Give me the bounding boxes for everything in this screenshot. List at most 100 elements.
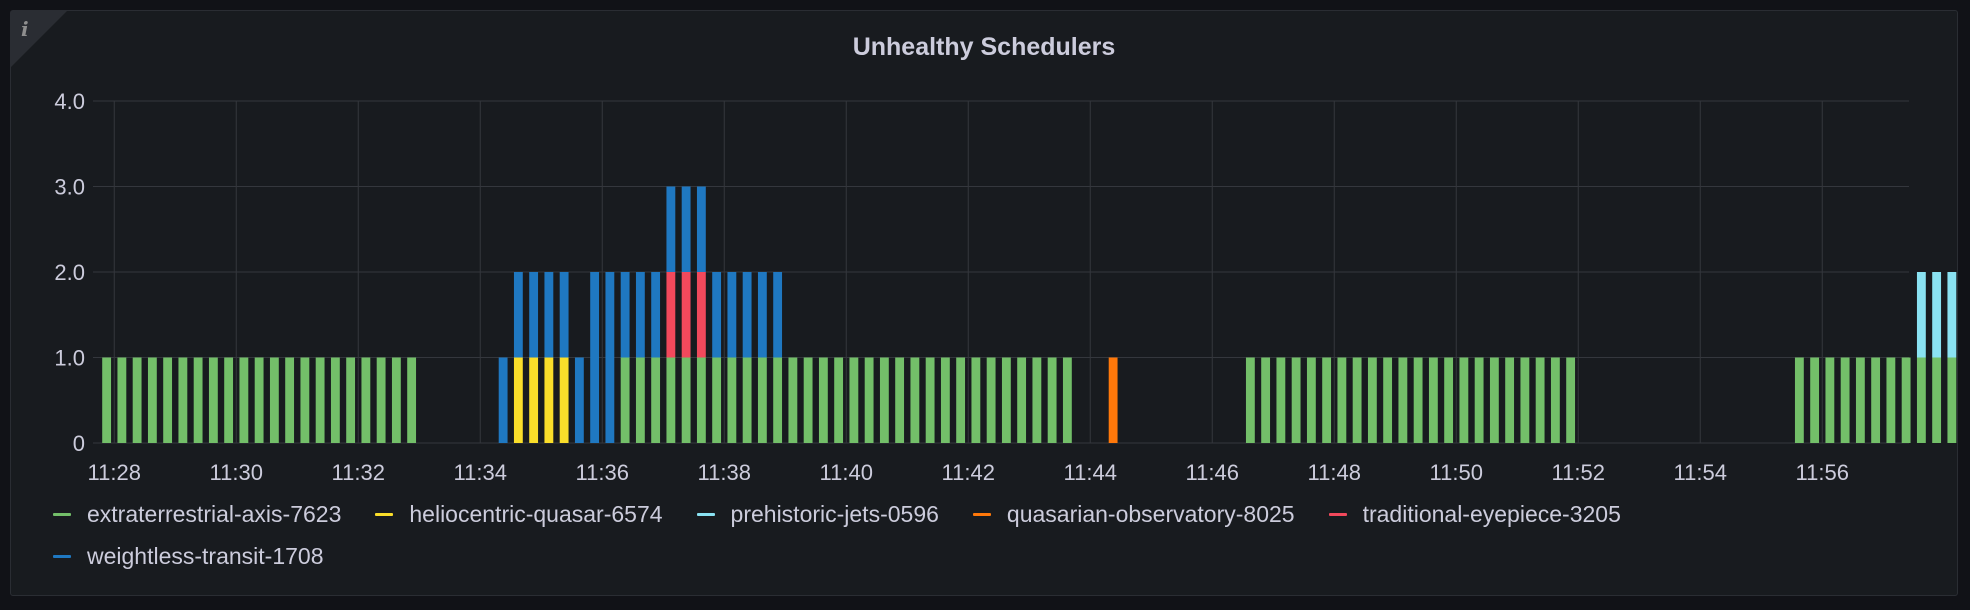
bar-prehistoric-jets-0596[interactable] [1916, 272, 1926, 358]
bar-extraterrestrial-axis-7623[interactable] [864, 357, 874, 444]
bar-extraterrestrial-axis-7623[interactable] [1916, 357, 1926, 444]
bar-quasarian-observatory-8025[interactable] [1108, 357, 1118, 444]
bar-extraterrestrial-axis-7623[interactable] [407, 357, 417, 444]
bar-extraterrestrial-axis-7623[interactable] [1276, 357, 1286, 444]
bar-extraterrestrial-axis-7623[interactable] [681, 357, 691, 444]
bar-extraterrestrial-axis-7623[interactable] [1489, 357, 1499, 444]
bar-extraterrestrial-axis-7623[interactable] [330, 357, 340, 444]
bar-extraterrestrial-axis-7623[interactable] [742, 357, 752, 444]
bar-extraterrestrial-axis-7623[interactable] [925, 357, 935, 444]
bar-extraterrestrial-axis-7623[interactable] [1428, 357, 1438, 444]
bar-extraterrestrial-axis-7623[interactable] [986, 357, 996, 444]
bar-weightless-transit-1708[interactable] [544, 272, 554, 358]
bar-extraterrestrial-axis-7623[interactable] [834, 357, 844, 444]
bar-extraterrestrial-axis-7623[interactable] [971, 357, 981, 444]
bar-extraterrestrial-axis-7623[interactable] [1444, 357, 1454, 444]
bar-extraterrestrial-axis-7623[interactable] [1505, 357, 1515, 444]
bar-heliocentric-quasar-6574[interactable] [513, 357, 523, 444]
bar-extraterrestrial-axis-7623[interactable] [879, 357, 889, 444]
bar-heliocentric-quasar-6574[interactable] [544, 357, 554, 444]
bar-extraterrestrial-axis-7623[interactable] [391, 357, 401, 444]
bar-extraterrestrial-axis-7623[interactable] [1032, 357, 1042, 444]
bar-extraterrestrial-axis-7623[interactable] [1459, 357, 1469, 444]
bar-extraterrestrial-axis-7623[interactable] [788, 357, 798, 444]
bar-weightless-transit-1708[interactable] [666, 186, 676, 273]
bar-extraterrestrial-axis-7623[interactable] [163, 357, 173, 444]
bar-extraterrestrial-axis-7623[interactable] [651, 357, 661, 444]
bar-extraterrestrial-axis-7623[interactable] [1535, 357, 1545, 444]
bar-extraterrestrial-axis-7623[interactable] [269, 357, 279, 444]
bar-prehistoric-jets-0596[interactable] [1932, 272, 1942, 358]
bar-weightless-transit-1708[interactable] [574, 357, 584, 444]
legend-item[interactable]: quasarian-observatory-8025 [972, 499, 1295, 529]
bar-weightless-transit-1708[interactable] [651, 272, 661, 358]
bar-extraterrestrial-axis-7623[interactable] [1001, 357, 1011, 444]
bar-extraterrestrial-axis-7623[interactable] [1245, 357, 1255, 444]
bar-extraterrestrial-axis-7623[interactable] [1840, 357, 1850, 444]
bar-weightless-transit-1708[interactable] [498, 357, 508, 444]
bar-extraterrestrial-axis-7623[interactable] [224, 357, 234, 444]
bar-extraterrestrial-axis-7623[interactable] [1047, 357, 1057, 444]
bar-extraterrestrial-axis-7623[interactable] [1017, 357, 1027, 444]
info-icon[interactable]: i [21, 17, 29, 41]
bar-extraterrestrial-axis-7623[interactable] [712, 357, 722, 444]
bar-extraterrestrial-axis-7623[interactable] [361, 357, 371, 444]
bar-extraterrestrial-axis-7623[interactable] [1367, 357, 1377, 444]
bar-extraterrestrial-axis-7623[interactable] [757, 357, 767, 444]
bar-extraterrestrial-axis-7623[interactable] [102, 357, 112, 444]
bar-weightless-transit-1708[interactable] [757, 272, 767, 358]
bar-extraterrestrial-axis-7623[interactable] [285, 357, 295, 444]
bar-extraterrestrial-axis-7623[interactable] [1901, 357, 1911, 444]
bar-prehistoric-jets-0596[interactable] [1947, 272, 1957, 358]
bar-extraterrestrial-axis-7623[interactable] [132, 357, 142, 444]
bar-extraterrestrial-axis-7623[interactable] [956, 357, 966, 444]
bar-extraterrestrial-axis-7623[interactable] [1886, 357, 1896, 444]
bar-extraterrestrial-axis-7623[interactable] [727, 357, 737, 444]
bar-extraterrestrial-axis-7623[interactable] [208, 357, 218, 444]
bar-extraterrestrial-axis-7623[interactable] [1062, 357, 1072, 444]
bar-weightless-transit-1708[interactable] [605, 272, 615, 443]
bar-traditional-eyepiece-3205[interactable] [681, 272, 691, 358]
bar-extraterrestrial-axis-7623[interactable] [147, 357, 157, 444]
bar-extraterrestrial-axis-7623[interactable] [940, 357, 950, 444]
bar-extraterrestrial-axis-7623[interactable] [635, 357, 645, 444]
bar-extraterrestrial-axis-7623[interactable] [1550, 357, 1560, 444]
bar-extraterrestrial-axis-7623[interactable] [1566, 357, 1576, 444]
bar-weightless-transit-1708[interactable] [696, 186, 706, 273]
bar-extraterrestrial-axis-7623[interactable] [193, 357, 203, 444]
panel-title[interactable]: Unhealthy Schedulers [852, 33, 1116, 61]
bar-weightless-transit-1708[interactable] [635, 272, 645, 358]
bar-traditional-eyepiece-3205[interactable] [696, 272, 706, 358]
bar-extraterrestrial-axis-7623[interactable] [1383, 357, 1393, 444]
legend-item[interactable]: extraterrestrial-axis-7623 [53, 499, 341, 529]
bar-extraterrestrial-axis-7623[interactable] [1291, 357, 1301, 444]
legend-item[interactable]: prehistoric-jets-0596 [696, 499, 939, 529]
bar-extraterrestrial-axis-7623[interactable] [1932, 357, 1942, 444]
bar-heliocentric-quasar-6574[interactable] [529, 357, 539, 444]
bar-extraterrestrial-axis-7623[interactable] [1947, 357, 1957, 444]
bar-extraterrestrial-axis-7623[interactable] [1855, 357, 1865, 444]
bar-weightless-transit-1708[interactable] [529, 272, 539, 358]
bar-extraterrestrial-axis-7623[interactable] [803, 357, 813, 444]
bar-weightless-transit-1708[interactable] [513, 272, 523, 358]
bar-extraterrestrial-axis-7623[interactable] [376, 357, 386, 444]
bar-extraterrestrial-axis-7623[interactable] [910, 357, 920, 444]
bar-weightless-transit-1708[interactable] [559, 272, 569, 358]
panel-info-corner[interactable] [11, 11, 67, 67]
bar-extraterrestrial-axis-7623[interactable] [1810, 357, 1820, 444]
bar-extraterrestrial-axis-7623[interactable] [666, 357, 676, 444]
legend-item[interactable]: heliocentric-quasar-6574 [375, 499, 663, 529]
bar-extraterrestrial-axis-7623[interactable] [254, 357, 264, 444]
bar-weightless-transit-1708[interactable] [590, 272, 600, 443]
bar-extraterrestrial-axis-7623[interactable] [1398, 357, 1408, 444]
bar-extraterrestrial-axis-7623[interactable] [1337, 357, 1347, 444]
bar-extraterrestrial-axis-7623[interactable] [895, 357, 905, 444]
bar-weightless-transit-1708[interactable] [681, 186, 691, 273]
bar-extraterrestrial-axis-7623[interactable] [773, 357, 783, 444]
bar-extraterrestrial-axis-7623[interactable] [1322, 357, 1332, 444]
bar-extraterrestrial-axis-7623[interactable] [1352, 357, 1362, 444]
bar-heliocentric-quasar-6574[interactable] [559, 357, 569, 444]
bar-extraterrestrial-axis-7623[interactable] [1413, 357, 1423, 444]
bar-weightless-transit-1708[interactable] [712, 272, 722, 358]
bar-extraterrestrial-axis-7623[interactable] [1261, 357, 1271, 444]
